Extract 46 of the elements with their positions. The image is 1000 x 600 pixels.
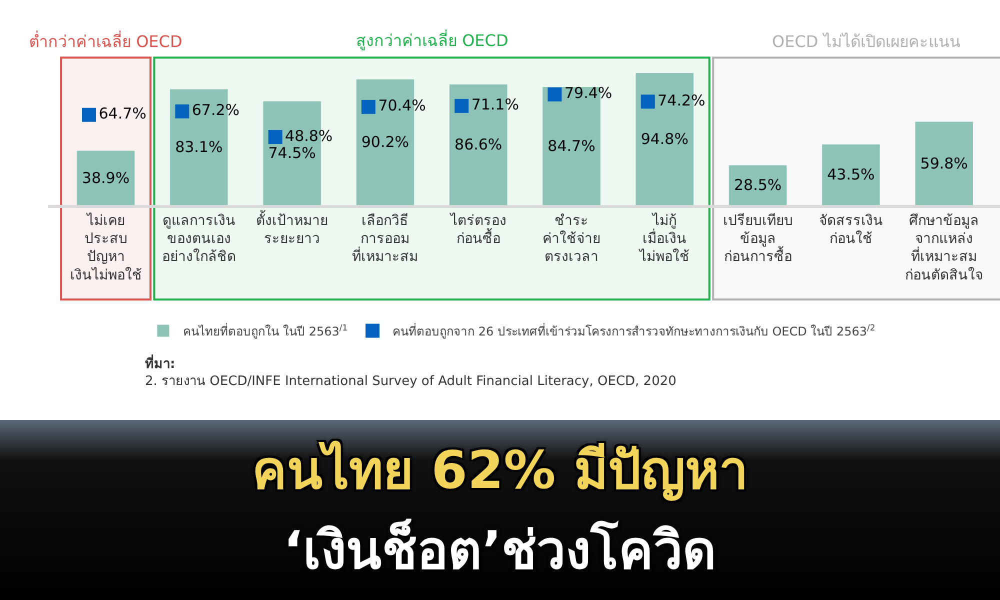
data-label: 28.5%	[734, 176, 782, 194]
band-label: ต่ำกว่าค่าเฉลี่ย OECD	[29, 30, 182, 51]
data-label: 84.7%	[548, 137, 596, 156]
point	[361, 100, 376, 114]
x-tick-label: ไตร่ตรอง ก่อนซื้อ	[449, 212, 506, 247]
x-tick-label: ดูแลการเงิน ของตนเอง อย่างใกล้ชิด	[162, 212, 236, 266]
x-tick-label: จัดสรรเงิน ก่อนใช้	[818, 212, 883, 247]
data-label: 70.4%	[378, 96, 426, 115]
x-tick-label: ไม่เคย ประสบ ปัญหา เงินไม่พอใช้	[70, 212, 142, 284]
legend-label: คนไทยที่ตอบถูกใน ในปี 2563$^{/1}$	[183, 322, 348, 340]
x-tick-label: ศึกษาข้อมูล จากแหล่ง ที่เหมาะสม ก่อนตัดสินใจ	[905, 212, 984, 284]
x-tick-label: เลือกวิธี การออม ที่เหมาะสม	[352, 212, 418, 266]
data-label: 79.4%	[564, 84, 612, 102]
point	[268, 130, 282, 144]
data-label: 64.7%	[98, 104, 146, 123]
data-label: 59.8%	[920, 154, 968, 172]
point	[548, 87, 562, 102]
data-label: 48.8%	[285, 126, 333, 145]
data-label: 74.2%	[658, 91, 706, 110]
x-tick-label: ตั้งเป้าหมาย ระยะยาว	[256, 210, 328, 247]
data-label: 43.5%	[827, 166, 875, 184]
data-label: 67.2%	[192, 101, 240, 120]
band-label: สูงกว่าค่าเฉลี่ย OECD	[356, 29, 508, 51]
data-label: 86.6%	[454, 136, 502, 154]
x-tick-label: ชำระ ค่าใช้จ่าย ตรงเวลา	[542, 212, 601, 266]
data-label: 74.5%	[268, 144, 316, 162]
data-label: 83.1%	[175, 138, 223, 156]
legend-label: คนที่ตอบถูกจาก 26 ประเทศที่เข้าร่วมโครงการสำรวจทักษะทางการเงินกับ OECD ในปี 2563$^{/2}$	[392, 322, 876, 340]
data-label: 38.9%	[82, 168, 130, 187]
text: ที่มา:	[145, 354, 176, 372]
text: 2. รายงาน OECD/INFE International Survey of Adult Financial Literacy, OECD, 2020	[145, 374, 676, 389]
data-label: 71.1%	[471, 96, 519, 114]
data-label: 90.2%	[361, 133, 410, 152]
bar	[915, 122, 973, 205]
band-label: OECD ไม่ได้เปิดเผยคะแนน	[772, 32, 960, 51]
point	[82, 108, 96, 122]
text: คนไทย 62% มีปัญหา	[251, 440, 749, 503]
text: ‘เงินช็อต’ช่วงโควิด	[282, 518, 718, 583]
bar	[76, 150, 135, 205]
bar	[822, 144, 880, 205]
x-tick-label: เปรียบเทียบ ข้อมูล ก่อนการซื้อ	[722, 212, 793, 266]
point	[175, 104, 190, 118]
x-tick-label: ไม่กู้ เมื่อเงิน ไม่พอใช้	[638, 212, 690, 266]
point	[454, 98, 469, 113]
point	[640, 94, 655, 109]
data-label: 94.8%	[640, 130, 688, 148]
